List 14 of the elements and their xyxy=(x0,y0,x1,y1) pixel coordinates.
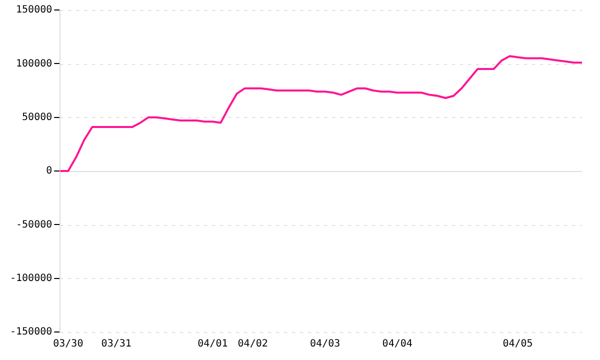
y-tick-label: -50000 xyxy=(16,219,52,230)
y-tick-label: 100000 xyxy=(16,58,52,70)
y-tick-label: 0 xyxy=(46,166,52,177)
x-tick-label: 04/03 xyxy=(310,338,340,350)
y-tick-label: -150000 xyxy=(10,326,52,338)
x-tick-label: 03/31 xyxy=(101,338,132,350)
y-tick-label: 150000 xyxy=(16,4,52,16)
x-tick-label: 03/30 xyxy=(53,338,84,350)
x-tick-label: 04/02 xyxy=(238,338,268,350)
y-tick-label: -100000 xyxy=(10,272,52,284)
x-tick-label: 04/04 xyxy=(382,338,412,350)
y-tick-label: 50000 xyxy=(22,112,52,123)
x-tick-label: 04/01 xyxy=(198,338,228,350)
x-tick-label: 04/05 xyxy=(502,338,533,350)
